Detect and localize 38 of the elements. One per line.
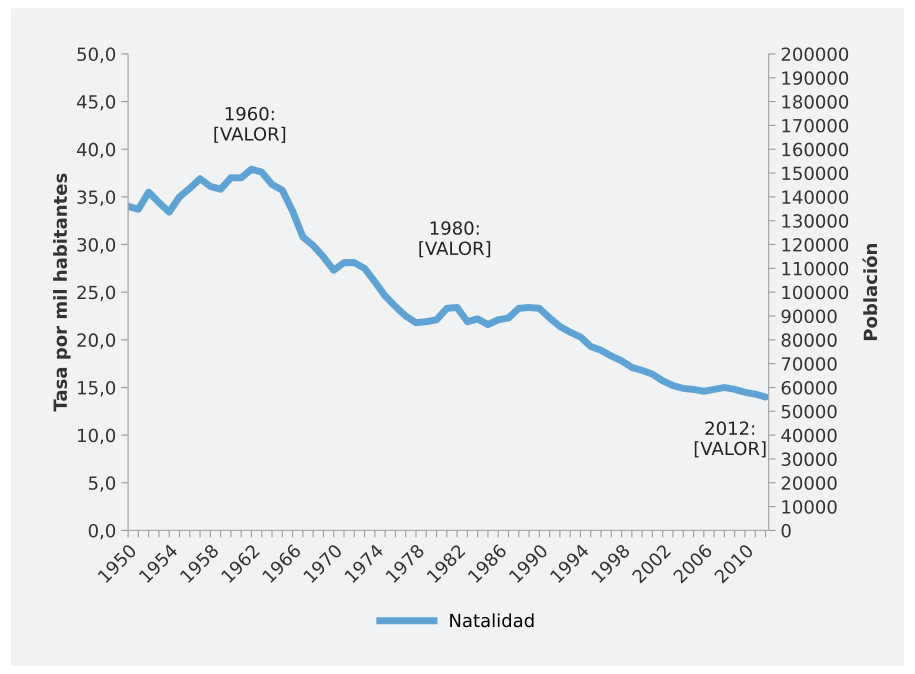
y-tick-label: 15,0 [78, 380, 116, 396]
y2-tick-label: 80000 [782, 333, 837, 347]
y-tick-label: 40,0 [76, 142, 116, 158]
annotation: 1980: [VALOR] [419, 221, 490, 258]
y2-tick-label: 60000 [782, 380, 837, 395]
y-tick-label: 25,0 [77, 286, 116, 302]
y2-tick-label: 0 [782, 524, 791, 538]
y2-tick-label: 20000 [782, 476, 837, 490]
y2-tick-label: 120000 [782, 238, 848, 252]
annotation: 1960: [VALOR] [214, 106, 286, 143]
legend-label: Natalidad [450, 613, 534, 628]
y2-axis-title: Población [862, 244, 878, 340]
y2-tick-label: 190000 [782, 71, 848, 85]
y2-tick-label: 170000 [782, 118, 848, 133]
y2-tick-label: 90000 [782, 309, 837, 324]
y-tick-label: 35,0 [77, 190, 116, 206]
y2-tick-label: 200000 [782, 47, 848, 62]
y-tick-label: 45,0 [76, 95, 116, 111]
y-tick-label: 50,0 [77, 47, 116, 63]
y2-tick-label: 140000 [782, 190, 848, 204]
y-tick-label: 10,0 [78, 428, 116, 444]
y2-tick-label: 50000 [782, 404, 837, 418]
y-axis-title: Tasa por mil habitantes [53, 174, 71, 412]
y2-tick-label: 10000 [782, 500, 837, 514]
y-tick-label: 5,0 [88, 476, 116, 492]
y-tick-label: 0,0 [88, 524, 116, 540]
y2-tick-label: 70000 [782, 357, 837, 371]
y2-tick-label: 110000 [782, 262, 848, 276]
y2-tick-label: 30000 [782, 452, 837, 466]
y2-tick-label: 40000 [781, 428, 837, 442]
annotation: 2012: [VALOR] [694, 421, 766, 458]
y2-tick-label: 130000 [782, 214, 848, 228]
y2-tick-label: 100000 [782, 286, 848, 300]
y-tick-label: 20,0 [77, 333, 116, 349]
y2-tick-label: 160000 [782, 142, 848, 156]
y2-tick-label: 150000 [782, 166, 848, 180]
y2-tick-label: 180000 [782, 95, 848, 109]
y-tick-label: 30,0 [77, 238, 116, 254]
